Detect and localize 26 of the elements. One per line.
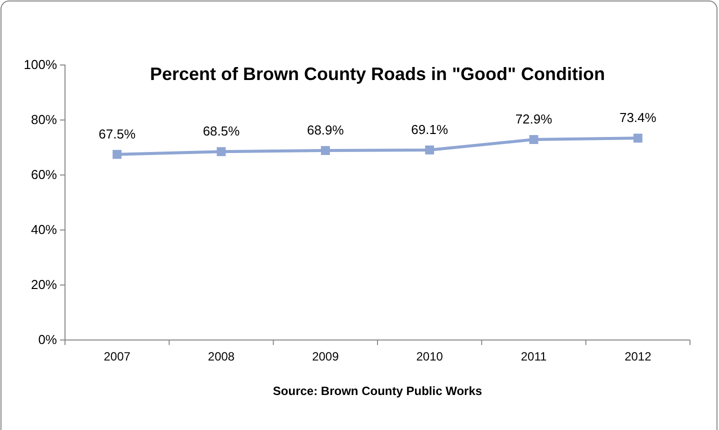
point bbox=[320, 146, 330, 155]
chart-title: Percent of Brown County Roads in "Good" Condition bbox=[150, 64, 606, 84]
text: 68.9% bbox=[306, 122, 344, 138]
text: 68.5% bbox=[202, 124, 240, 139]
point bbox=[633, 134, 642, 143]
x-tick-label: 2011 bbox=[520, 350, 547, 364]
y-tick-label: 20% bbox=[30, 277, 58, 292]
x-tick-label: 2010 bbox=[416, 350, 444, 364]
x-tick-label: 2012 bbox=[624, 350, 652, 364]
x-tick-label: 2008 bbox=[208, 350, 235, 364]
x-tick-label: 2009 bbox=[312, 350, 340, 364]
text: 69.1% bbox=[411, 122, 448, 137]
y-tick-label: 80% bbox=[30, 112, 58, 128]
y-tick-label: 60% bbox=[30, 167, 58, 182]
text: 72.9% bbox=[515, 112, 552, 127]
text: 67.5% bbox=[98, 126, 136, 142]
point bbox=[425, 146, 434, 154]
y-tick-label: 100% bbox=[24, 57, 58, 72]
source-note: Source: Brown County Public Works bbox=[272, 384, 482, 398]
y-tick-label: 40% bbox=[30, 222, 58, 238]
point bbox=[112, 150, 122, 159]
point bbox=[216, 147, 226, 156]
text: 73.4% bbox=[619, 110, 656, 126]
y-tick-label: 0% bbox=[38, 332, 58, 348]
x-tick-label: 2007 bbox=[104, 350, 131, 364]
point bbox=[529, 135, 538, 144]
